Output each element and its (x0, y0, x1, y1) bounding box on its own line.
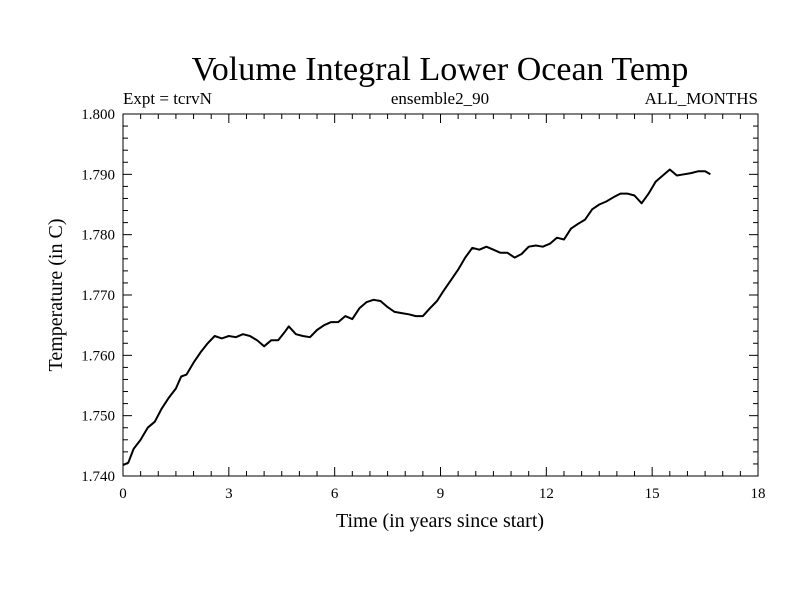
y-tick-label: 1.770 (81, 288, 115, 304)
y-tick-label: 1.800 (81, 107, 115, 123)
y-tick-label: 1.780 (81, 228, 115, 244)
x-tick-label: 12 (539, 486, 554, 502)
x-tick-label: 9 (437, 486, 445, 502)
x-tick-label: 6 (331, 486, 339, 502)
y-tick-label: 1.750 (81, 409, 115, 425)
chart-title: Volume Integral Lower Ocean Temp (192, 51, 689, 88)
x-tick-label: 18 (751, 486, 766, 502)
y-tick-label: 1.790 (81, 167, 115, 183)
subtitle-center: ensemble2_90 (391, 89, 489, 108)
y-tick-label: 1.740 (81, 469, 115, 485)
subtitle-right: ALL_MONTHS (645, 89, 758, 108)
subtitle-left: Expt = tcrvN (123, 89, 212, 108)
y-tick-label: 1.760 (81, 348, 115, 364)
series-line (122, 168, 711, 467)
x-tick-label: 0 (119, 486, 127, 502)
x-axis-label: Time (in years since start) (336, 510, 544, 532)
x-tick-label: 3 (225, 486, 233, 502)
x-tick-label: 15 (645, 486, 660, 502)
y-axis-label: Temperature (in C) (45, 219, 67, 372)
